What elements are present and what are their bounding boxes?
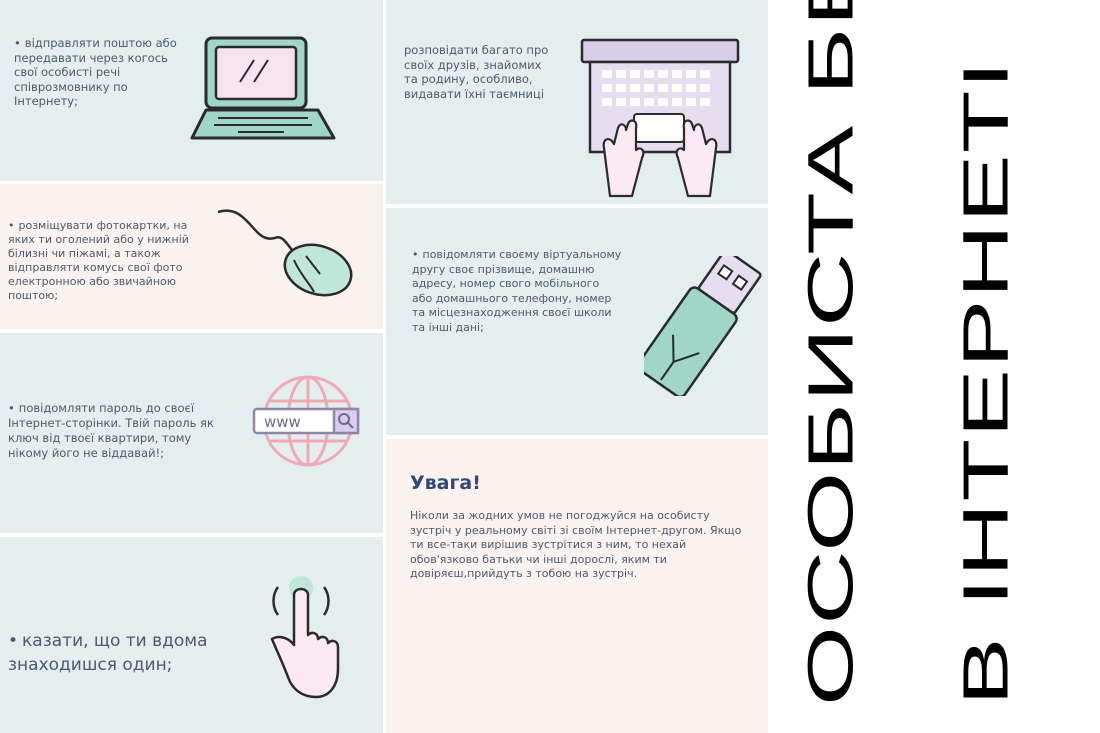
title-column [770,0,1100,733]
typing-keyboard-icon [580,38,740,198]
panel-warning [386,439,768,733]
panel-text: повідомляти пароль до своєї Інтернет-сто… [8,401,228,461]
panel-text: розповідати багато про своїх друзів, зна… [404,43,549,101]
panel-send-items: відправляти поштою або передавати через … [0,0,383,181]
panel-home-alone: казати, що ти вдома знаходишся один; [0,537,383,733]
computer-mouse-icon [217,209,353,297]
laptop-icon [190,36,336,140]
panel-text: відправляти поштою або передавати через … [14,36,184,109]
panel-text: казати, що ти вдома знаходишся один; [8,629,238,677]
panel-friends-secrets: розповідати багато про своїх друзів, зна… [386,0,768,204]
title-line-2: В ІНТЕРНЕТІ [950,59,1022,706]
title-line-1: ОСОБИСТА БЕЗПЕКА [795,0,867,706]
panel-text: повідомляти своєму віртуальному другу св… [412,248,622,335]
usb-drive-icon [644,256,762,396]
warning-text: Ніколи за жодних умов не погоджуйся на о… [410,509,742,580]
panel-password: повідомляти пароль до своєї Інтернет-сто… [0,333,383,533]
www-globe-icon: www [252,375,360,467]
panel-text: розміщувати фотокартки, на яких ти оголе… [8,219,203,303]
panel-personal-data: повідомляти своєму віртуальному другу св… [386,208,768,435]
panel-photos: розміщувати фотокартки, на яких ти оголе… [0,184,383,329]
warning-title: Увага! [410,472,481,494]
touch-hand-icon [270,576,340,699]
www-label: www [264,413,301,431]
